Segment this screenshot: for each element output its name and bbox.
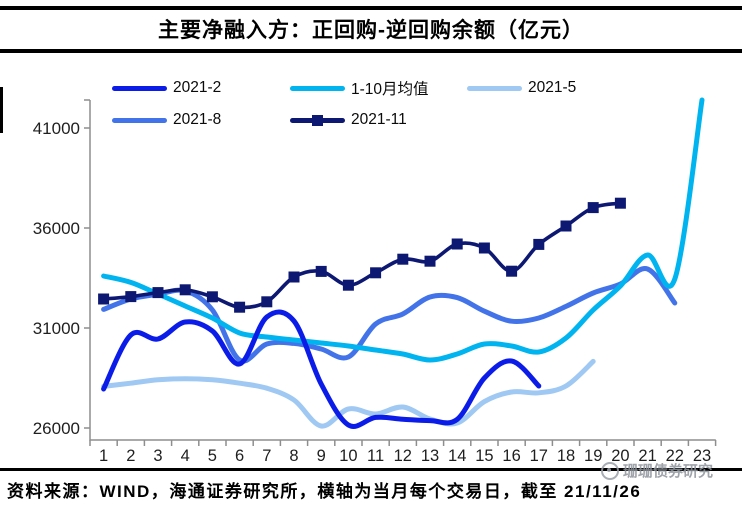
legend-label: 1-10月均值	[351, 81, 429, 98]
series-marker-2021-11	[506, 265, 518, 277]
series-marker-2021-11	[614, 197, 626, 209]
axis-lines	[89, 100, 716, 441]
series-marker-2021-11	[587, 202, 599, 214]
x-axis-label: 11	[367, 447, 384, 465]
x-axis-label: 3	[153, 447, 162, 465]
series-marker-2021-11	[560, 220, 572, 232]
y-axis-label: 31000	[33, 319, 80, 338]
x-axis-label: 16	[502, 447, 520, 465]
legend-swatch-2021-2	[112, 85, 167, 91]
x-axis-label: 6	[235, 447, 244, 465]
legend-label: 2021-11	[351, 111, 407, 128]
x-axis-label: 13	[421, 447, 439, 465]
x-axis-label: 21	[638, 447, 656, 465]
series-marker-2021-11	[152, 287, 164, 299]
x-axis-label: 8	[289, 447, 298, 465]
x-axis-label: 4	[181, 447, 190, 465]
watermark-text: 珊珊债券研究	[623, 463, 714, 480]
top-divider	[0, 6, 742, 10]
legend-label: 2021-8	[173, 111, 222, 128]
bottom-divider	[0, 468, 742, 471]
page-title: 主要净融入方：正回购-逆回购余额（亿元）	[158, 19, 584, 42]
series-marker-2021-11	[397, 253, 409, 265]
x-axis-label: 20	[611, 447, 629, 465]
x-axis-label: 2	[126, 447, 135, 465]
series-line-2021-5	[101, 358, 596, 429]
x-axis-label: 9	[317, 447, 326, 465]
series-marker-2021-11	[261, 296, 273, 308]
legend-item-2021-2[interactable]: 2021-2	[112, 79, 222, 96]
series-marker-2021-11	[179, 284, 191, 296]
series-line-1-10月均值	[101, 97, 705, 363]
series-marker-2021-11	[342, 279, 354, 291]
legend-item-2021-11[interactable]: 2021-11	[290, 111, 407, 128]
legend-swatch-avg	[290, 85, 345, 91]
legend-swatch-2021-8	[112, 117, 167, 123]
y-axis-label: 36000	[33, 219, 80, 238]
series-marker-2021-11	[98, 293, 110, 305]
x-axis-label: 19	[584, 447, 602, 465]
series-marker-2021-11	[424, 255, 436, 267]
series-marker-2021-11	[315, 265, 327, 277]
legend-label: 2021-2	[173, 79, 222, 96]
series-marker-2021-11	[478, 242, 490, 254]
legend-swatch-2021-11	[290, 114, 345, 126]
x-axis-label: 18	[557, 447, 575, 465]
y-axis-label: 41000	[33, 119, 80, 138]
x-axis-label: 12	[394, 447, 412, 465]
y-axis-label: 26000	[33, 419, 80, 438]
legend-item-2021-5[interactable]: 2021-5	[467, 79, 577, 96]
series-marker-2021-11	[234, 301, 246, 313]
x-axis-label: 1	[99, 447, 108, 465]
x-axis-label: 14	[448, 447, 466, 465]
watermark-logo-icon	[601, 461, 619, 480]
series-line-2021-2	[101, 309, 542, 429]
series-marker-2021-11	[370, 267, 382, 279]
legend-swatch-2021-5	[467, 85, 522, 91]
legend-item-avg[interactable]: 1-10月均值	[290, 80, 429, 98]
left-edge-mark	[0, 87, 3, 133]
legend-item-2021-8[interactable]: 2021-8	[112, 111, 222, 128]
series-marker-2021-11	[451, 238, 463, 250]
legend-marker-square	[312, 114, 323, 126]
source-note: 资料来源：WIND，海通证券研究所，横轴为当月每个交易日，截至 21/11/26	[7, 482, 642, 501]
x-axis-label: 15	[475, 447, 493, 465]
x-axis-label: 23	[693, 447, 711, 465]
x-axis-label: 17	[530, 447, 548, 465]
watermark: 珊珊债券研究	[601, 460, 713, 481]
x-axis-label: 5	[208, 447, 217, 465]
title-divider	[0, 49, 742, 53]
x-axis-label: 7	[262, 447, 271, 465]
series-marker-2021-11	[288, 271, 300, 283]
x-axis-label: 22	[666, 447, 684, 465]
series-marker-2021-11	[206, 291, 218, 303]
x-axis-label: 10	[339, 447, 357, 465]
legend-label: 2021-5	[528, 79, 577, 96]
series-line-2021-8	[101, 266, 678, 364]
series-marker-2021-11	[533, 238, 545, 250]
series-marker-2021-11	[125, 291, 137, 303]
